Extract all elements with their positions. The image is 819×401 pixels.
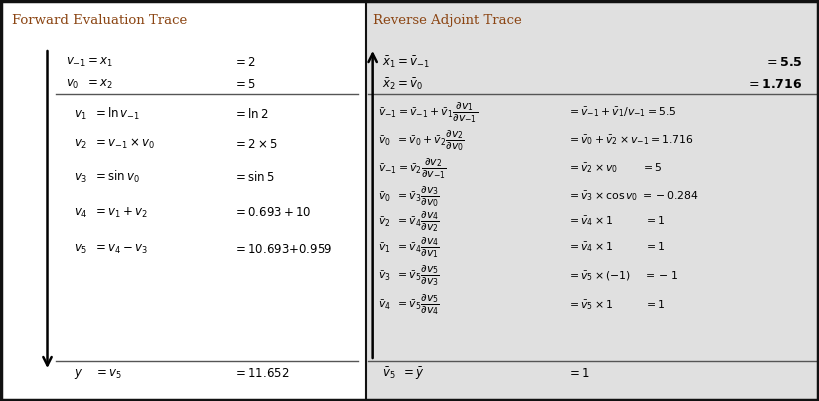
Text: $\bar{v}_4 \;\;= \bar{v}_5\dfrac{\partial v_5}{\partial v_4}$: $\bar{v}_4 \;\;= \bar{v}_5\dfrac{\partia… [378,292,440,317]
Text: $\bar{x}_1 = \bar{v}_{-1}$: $\bar{x}_1 = \bar{v}_{-1}$ [382,55,430,70]
Text: $= \ln 2$: $= \ln 2$ [233,107,269,121]
Text: Forward Evaluation Trace: Forward Evaluation Trace [12,14,188,27]
Text: $= 10.693{+}0.959$: $= 10.693{+}0.959$ [233,243,333,256]
Text: $= \bar{v}_{-1}+\bar{v}_1/v_{-1}{=}5.5$: $= \bar{v}_{-1}+\bar{v}_1/v_{-1}{=}5.5$ [567,105,676,119]
Text: $v_5 \;\;= v_4-v_3$: $v_5 \;\;= v_4-v_3$ [74,243,147,256]
Text: $= \sin 5$: $= \sin 5$ [233,170,275,184]
Text: $=\mathbf{5.5}$: $=\mathbf{5.5}$ [764,56,803,69]
Text: $v_1 \;\;= \ln v_{-1}$: $v_1 \;\;= \ln v_{-1}$ [74,106,140,122]
Text: $v_{-1}=x_1$: $v_{-1}=x_1$ [66,56,113,69]
Text: $=2$: $=2$ [233,56,256,69]
Text: $\bar{x}_2 = \bar{v}_0$: $\bar{x}_2 = \bar{v}_0$ [382,77,423,92]
Text: Reverse Adjoint Trace: Reverse Adjoint Trace [373,14,522,27]
Bar [0,0,366,401]
Text: $\bar{v}_{-1} = \bar{v}_{-1}+\bar{v}_1\dfrac{\partial v_1}{\partial v_{-1}}$: $\bar{v}_{-1} = \bar{v}_{-1}+\bar{v}_1\d… [378,100,478,125]
Text: $y \;\;\;\;= v_5$: $y \;\;\;\;= v_5$ [74,367,121,381]
Text: $= 1$: $= 1$ [567,367,590,380]
Text: $v_2 \;\;= v_{-1}\times v_0$: $v_2 \;\;= v_{-1}\times v_0$ [74,137,155,152]
Text: $\bar{v}_{-1} = \bar{v}_2\dfrac{\partial v_2}{\partial v_{-1}}$: $\bar{v}_{-1} = \bar{v}_2\dfrac{\partial… [378,156,447,181]
Text: $= \bar{v}_4\times 1 \qquad\quad = 1$: $= \bar{v}_4\times 1 \qquad\quad = 1$ [567,240,665,254]
Text: $= \bar{v}_5\times 1 \qquad\quad = 1$: $= \bar{v}_5\times 1 \qquad\quad = 1$ [567,298,665,312]
Text: $\bar{v}_1 \;\;= \bar{v}_4\dfrac{\partial v_4}{\partial v_1}$: $\bar{v}_1 \;\;= \bar{v}_4\dfrac{\partia… [378,235,440,259]
Text: $\bar{v}_2 \;\;= \bar{v}_4\dfrac{\partial v_4}{\partial v_2}$: $\bar{v}_2 \;\;= \bar{v}_4\dfrac{\partia… [378,209,440,234]
Text: $= 0.693+10$: $= 0.693+10$ [233,206,312,219]
Text: $\bar{v}_0 \;\;= \bar{v}_0+\bar{v}_2\dfrac{\partial v_2}{\partial v_0}$: $\bar{v}_0 \;\;= \bar{v}_0+\bar{v}_2\dfr… [378,128,465,153]
Text: $= \bar{v}_2\times v_0 \qquad\;= 5$: $= \bar{v}_2\times v_0 \qquad\;= 5$ [567,162,662,175]
Text: $v_0 \;\;= x_2$: $v_0 \;\;= x_2$ [66,78,112,91]
Text: $\bar{v}_5 \;\;= \bar{y}$: $\bar{v}_5 \;\;= \bar{y}$ [382,366,425,382]
Text: $= 11.652$: $= 11.652$ [233,367,290,380]
Text: $= \bar{v}_3\times\cos v_0 \;= -0.284$: $= \bar{v}_3\times\cos v_0 \;= -0.284$ [567,190,699,203]
Text: $=\mathbf{1.716}$: $=\mathbf{1.716}$ [746,78,803,91]
Text: $\bar{v}_0 \;\;= \bar{v}_3\dfrac{\partial v_3}{\partial v_0}$: $\bar{v}_0 \;\;= \bar{v}_3\dfrac{\partia… [378,184,440,209]
Text: $v_3 \;\;= \sin v_0$: $v_3 \;\;= \sin v_0$ [74,169,139,185]
Text: $= 2\times 5$: $= 2\times 5$ [233,138,278,151]
Bar [366,0,819,401]
Text: $= \bar{v}_0+\bar{v}_2\times v_{-1}{=}1.716$: $= \bar{v}_0+\bar{v}_2\times v_{-1}{=}1.… [567,134,693,147]
Text: $= \bar{v}_5\times(-1) \quad\;= -1$: $= \bar{v}_5\times(-1) \quad\;= -1$ [567,269,678,283]
Text: $=5$: $=5$ [233,78,256,91]
Text: $= \bar{v}_4\times 1 \qquad\quad = 1$: $= \bar{v}_4\times 1 \qquad\quad = 1$ [567,215,665,228]
Text: $v_4 \;\;= v_1+v_2$: $v_4 \;\;= v_1+v_2$ [74,205,147,220]
Text: $\bar{v}_3 \;\;= \bar{v}_5\dfrac{\partial v_5}{\partial v_3}$: $\bar{v}_3 \;\;= \bar{v}_5\dfrac{\partia… [378,263,440,288]
